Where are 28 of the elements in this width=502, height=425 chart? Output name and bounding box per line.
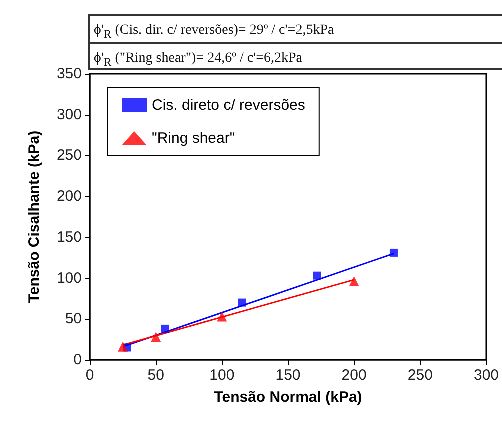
x-tick-label: 100 xyxy=(210,367,235,384)
point xyxy=(349,276,360,287)
point xyxy=(161,324,170,333)
y-tick-label: 300 xyxy=(56,106,82,124)
point xyxy=(238,298,246,307)
y-tick-label: 250 xyxy=(56,147,82,164)
y-tick-label: 50 xyxy=(65,310,82,328)
legend-label: Cis. direto c/ reversões xyxy=(152,97,306,114)
legend-label: "Ring shear" xyxy=(152,130,236,147)
y-tick-label: 150 xyxy=(56,228,82,246)
point xyxy=(151,332,162,342)
x-tick-label: 250 xyxy=(408,367,433,384)
point xyxy=(313,272,322,280)
y-tick-label: 100 xyxy=(56,270,82,287)
x-tick-label: 300 xyxy=(474,367,499,384)
x-tick-label: 50 xyxy=(148,367,164,384)
y-tick-label: 200 xyxy=(56,188,82,206)
x-tick-label: 0 xyxy=(86,367,94,384)
point xyxy=(118,342,128,352)
point xyxy=(217,312,228,322)
note-box: ϕ'$_{R}$ (Cis. dir. c/ reversões)= 29º / c'=2,5kPa ϕ'$_{R}$ ("Ring shear")= 24,6º / c'=6,2kPa xyxy=(88,14,502,70)
y-tick-label: 0 xyxy=(74,352,82,368)
x-tick-label: 200 xyxy=(342,367,367,384)
point xyxy=(390,248,398,257)
x-tick-label: 150 xyxy=(276,367,301,384)
y-axis-title: Tensão Cisalhante (kPa) xyxy=(26,130,43,304)
y-tick-label: 350 xyxy=(56,66,82,82)
x-axis-title: Tensão Normal (kPa) xyxy=(214,389,362,406)
